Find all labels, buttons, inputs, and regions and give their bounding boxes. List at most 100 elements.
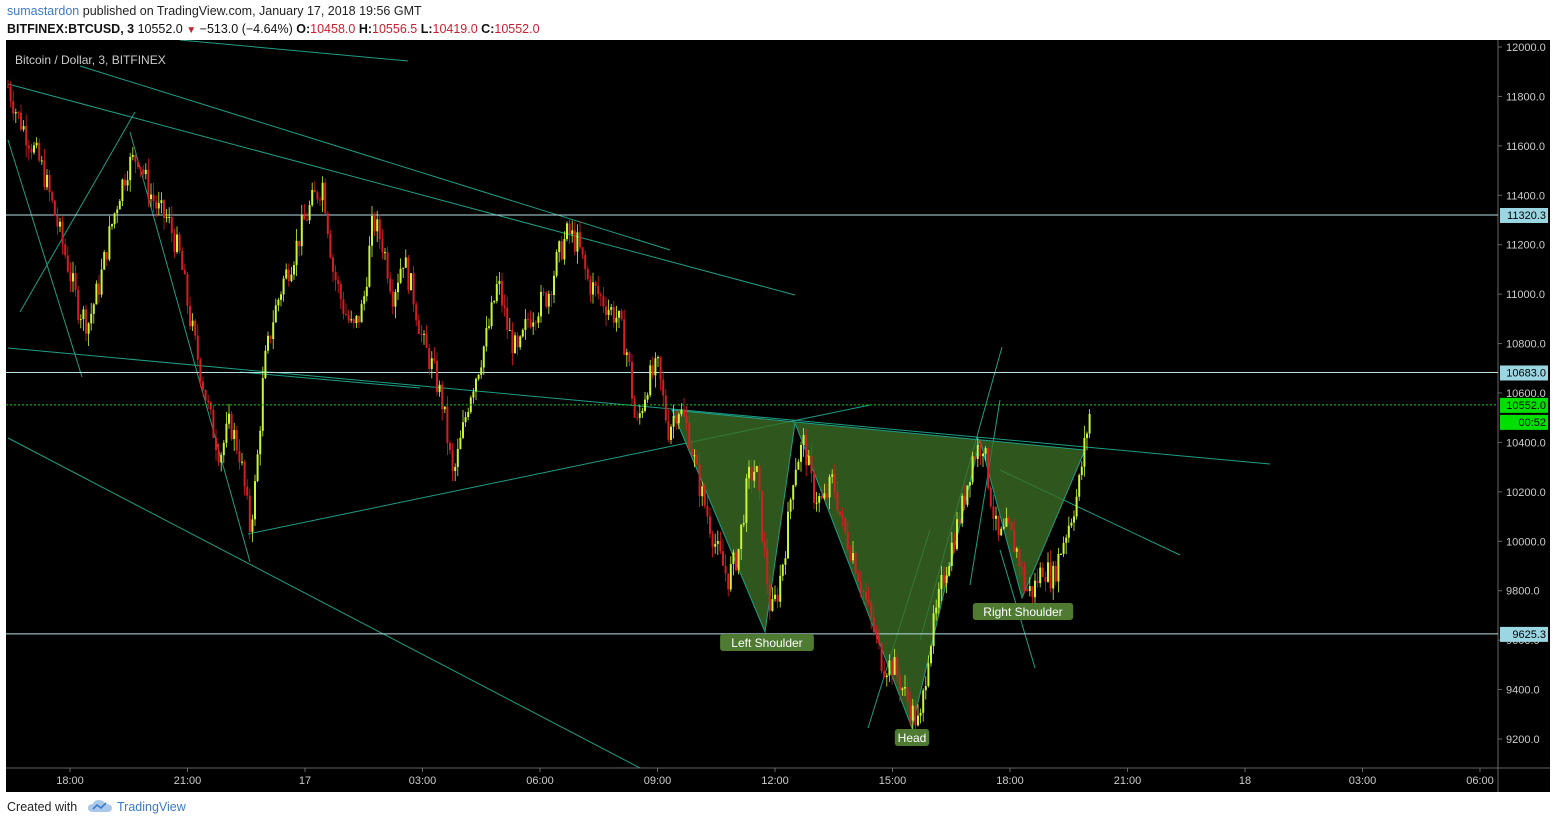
pattern-annotations: Left Shoulder Head Right Shoulder [720,603,1074,746]
candle-body [859,581,862,592]
candle-body [966,485,969,505]
candle-body [111,224,113,227]
candle-body [506,307,509,331]
candle-body [636,417,639,419]
candle-body [810,455,813,474]
candle-body [758,466,761,492]
candle-body [69,271,72,282]
candle-body [472,391,475,398]
candle-body [1049,562,1052,589]
candle-body [945,575,948,584]
candle-body [680,409,683,415]
candle-body [667,420,670,440]
candle-body [701,486,704,497]
time-axis[interactable] [6,768,1498,792]
candle-body [807,455,810,466]
y-tick-label: 11600.0 [1506,141,1545,153]
candle-body [792,485,795,500]
candle-body [100,269,103,295]
candle-body [72,273,74,282]
candle-body [326,213,329,235]
candle-body [33,145,35,153]
candle-body [1008,518,1010,523]
candle-body [935,607,938,614]
candle-body [446,406,449,444]
candle-body [425,333,428,348]
author-link[interactable]: sumastardon [7,4,80,18]
candle-body [755,466,758,472]
candle-body [657,356,659,359]
annotation-label: Left Shoulder [731,636,802,650]
candle-body [1044,576,1047,582]
candle-body [183,269,186,275]
candle-body [976,445,979,459]
candle-body [303,215,306,220]
candle-body [391,291,394,307]
trendline [969,399,1001,586]
candle-body [828,476,831,498]
candle-body [495,283,498,302]
candle-body [456,448,459,467]
candle-body [386,252,389,279]
candle-body [750,466,753,481]
candle-body [1057,554,1060,582]
x-tick-label: 09:00 [644,775,672,787]
candle-body [43,160,46,188]
candle-body [451,450,454,471]
candle-body [628,352,631,362]
candle-body [254,481,256,520]
candle-body [269,335,272,340]
candle-body [602,295,605,307]
candle-body [885,675,888,678]
candle-body [433,358,436,361]
candle-body [664,395,667,421]
candle-body [163,200,165,218]
candle-body [971,456,974,483]
candle-body [412,273,415,305]
candle-body [748,466,750,479]
candle-body [87,323,90,334]
price-chart[interactable]: Left Shoulder Head Right Shoulder Bitcoin … [0,40,1556,792]
tradingview-link[interactable]: TradingView [117,800,186,814]
candle-body [852,553,854,561]
candle-body [846,531,849,550]
candle-body [823,493,826,499]
candle-body [540,291,542,317]
candle-body [781,564,784,576]
footer: Created with TradingView [0,792,1556,824]
candle-body [974,456,977,459]
candle-body [654,358,657,376]
candle-body [300,215,303,247]
candle-body [103,252,106,270]
candle-body [766,548,769,585]
candle-body [1015,548,1018,552]
low-label: L: [420,22,433,36]
open-value: 10458.0 [310,22,356,36]
candle-body [963,495,966,505]
candle-body [371,215,373,246]
candle-body [914,705,917,726]
candle-body [272,322,275,340]
candle-body [771,599,774,611]
candle-body [831,474,834,477]
candle-body [568,223,571,235]
annotation-label: Right Shoulder [983,605,1062,619]
trendline [179,40,409,62]
candle-body [932,613,935,647]
candle-body [511,330,514,354]
price-badge [1500,626,1548,642]
trendline [19,111,136,313]
chart-legend-title: Bitcoin / Dollar, 3, BITFINEX [15,53,166,67]
candle-body [584,254,587,270]
candle-body [924,686,927,691]
candle-body [129,156,132,181]
candle-body [475,378,477,392]
candle-body [625,352,628,356]
candle-body [586,269,589,280]
candle-body [462,422,464,438]
candle-body [1060,553,1062,555]
candle-body [794,469,797,486]
candle-body [235,430,238,451]
candle-body [415,304,418,321]
candle-body [295,240,298,266]
